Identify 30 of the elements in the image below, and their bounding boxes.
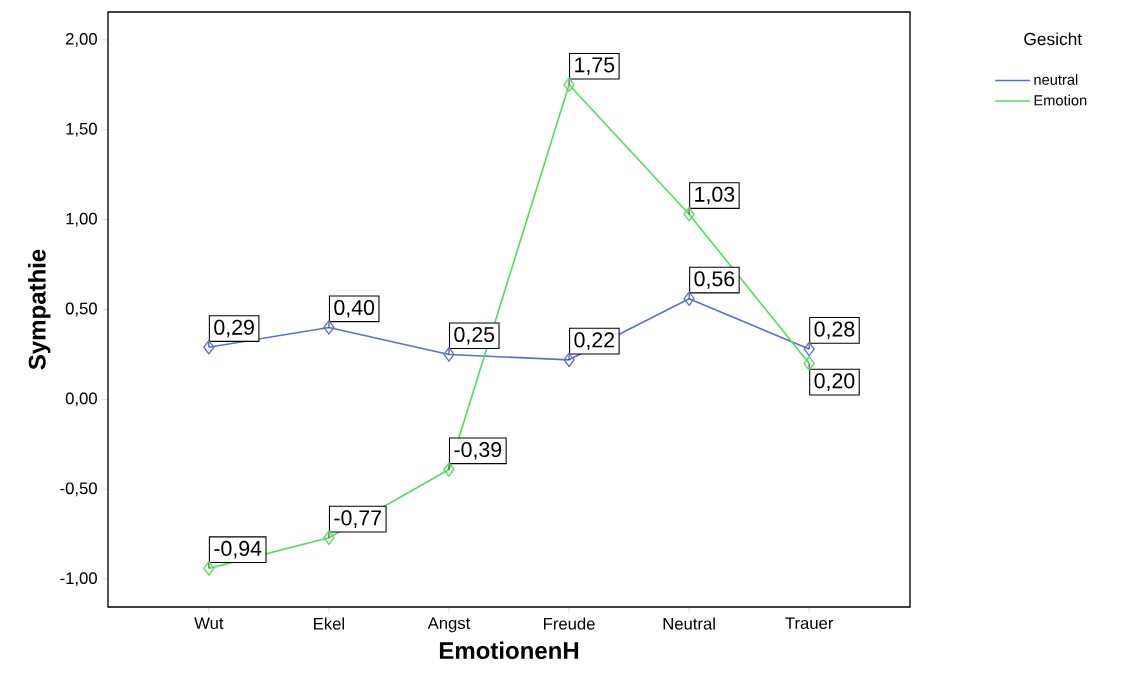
legend-label: neutral: [1034, 74, 1078, 85]
data-label: -0,94: [214, 540, 262, 559]
data-label: -0,77: [334, 510, 381, 528]
x-tick-label: Neutral: [663, 617, 715, 630]
legend-title: Gesicht: [1024, 32, 1083, 46]
data-label: 1,03: [695, 186, 735, 205]
y-tick-label: 0,50: [65, 302, 97, 317]
x-tick-label: Ekel: [314, 617, 345, 630]
x-axis-title: EmotionenH: [439, 641, 579, 660]
y-tick-label: 0,00: [65, 392, 97, 407]
data-label: -0,39: [454, 442, 502, 460]
y-tick-label: 1,50: [66, 122, 97, 137]
y-tick-label: 2,00: [66, 32, 97, 47]
data-label: 0,29: [214, 319, 254, 338]
y-axis-title: Sympathie: [28, 249, 51, 370]
x-tick-label: Trauer: [785, 617, 834, 630]
y-tick-label: 1,00: [66, 212, 97, 227]
data-label: 0,28: [814, 321, 855, 340]
data-label: 0,56: [694, 271, 735, 289]
y-tick-label: -1,00: [60, 572, 97, 587]
data-label: 1,75: [575, 57, 615, 75]
data-label: 0,22: [574, 332, 615, 350]
data-label: 0,25: [454, 326, 495, 345]
x-tick-label: Angst: [427, 617, 471, 633]
data-label: 0,20: [814, 373, 855, 391]
y-tick-label: -0,50: [60, 482, 97, 497]
x-tick-label: Freude: [543, 617, 595, 630]
x-tick-label: Wut: [194, 617, 224, 630]
data-label: 0,40: [334, 299, 375, 318]
legend-label: Emotion: [1034, 94, 1087, 106]
